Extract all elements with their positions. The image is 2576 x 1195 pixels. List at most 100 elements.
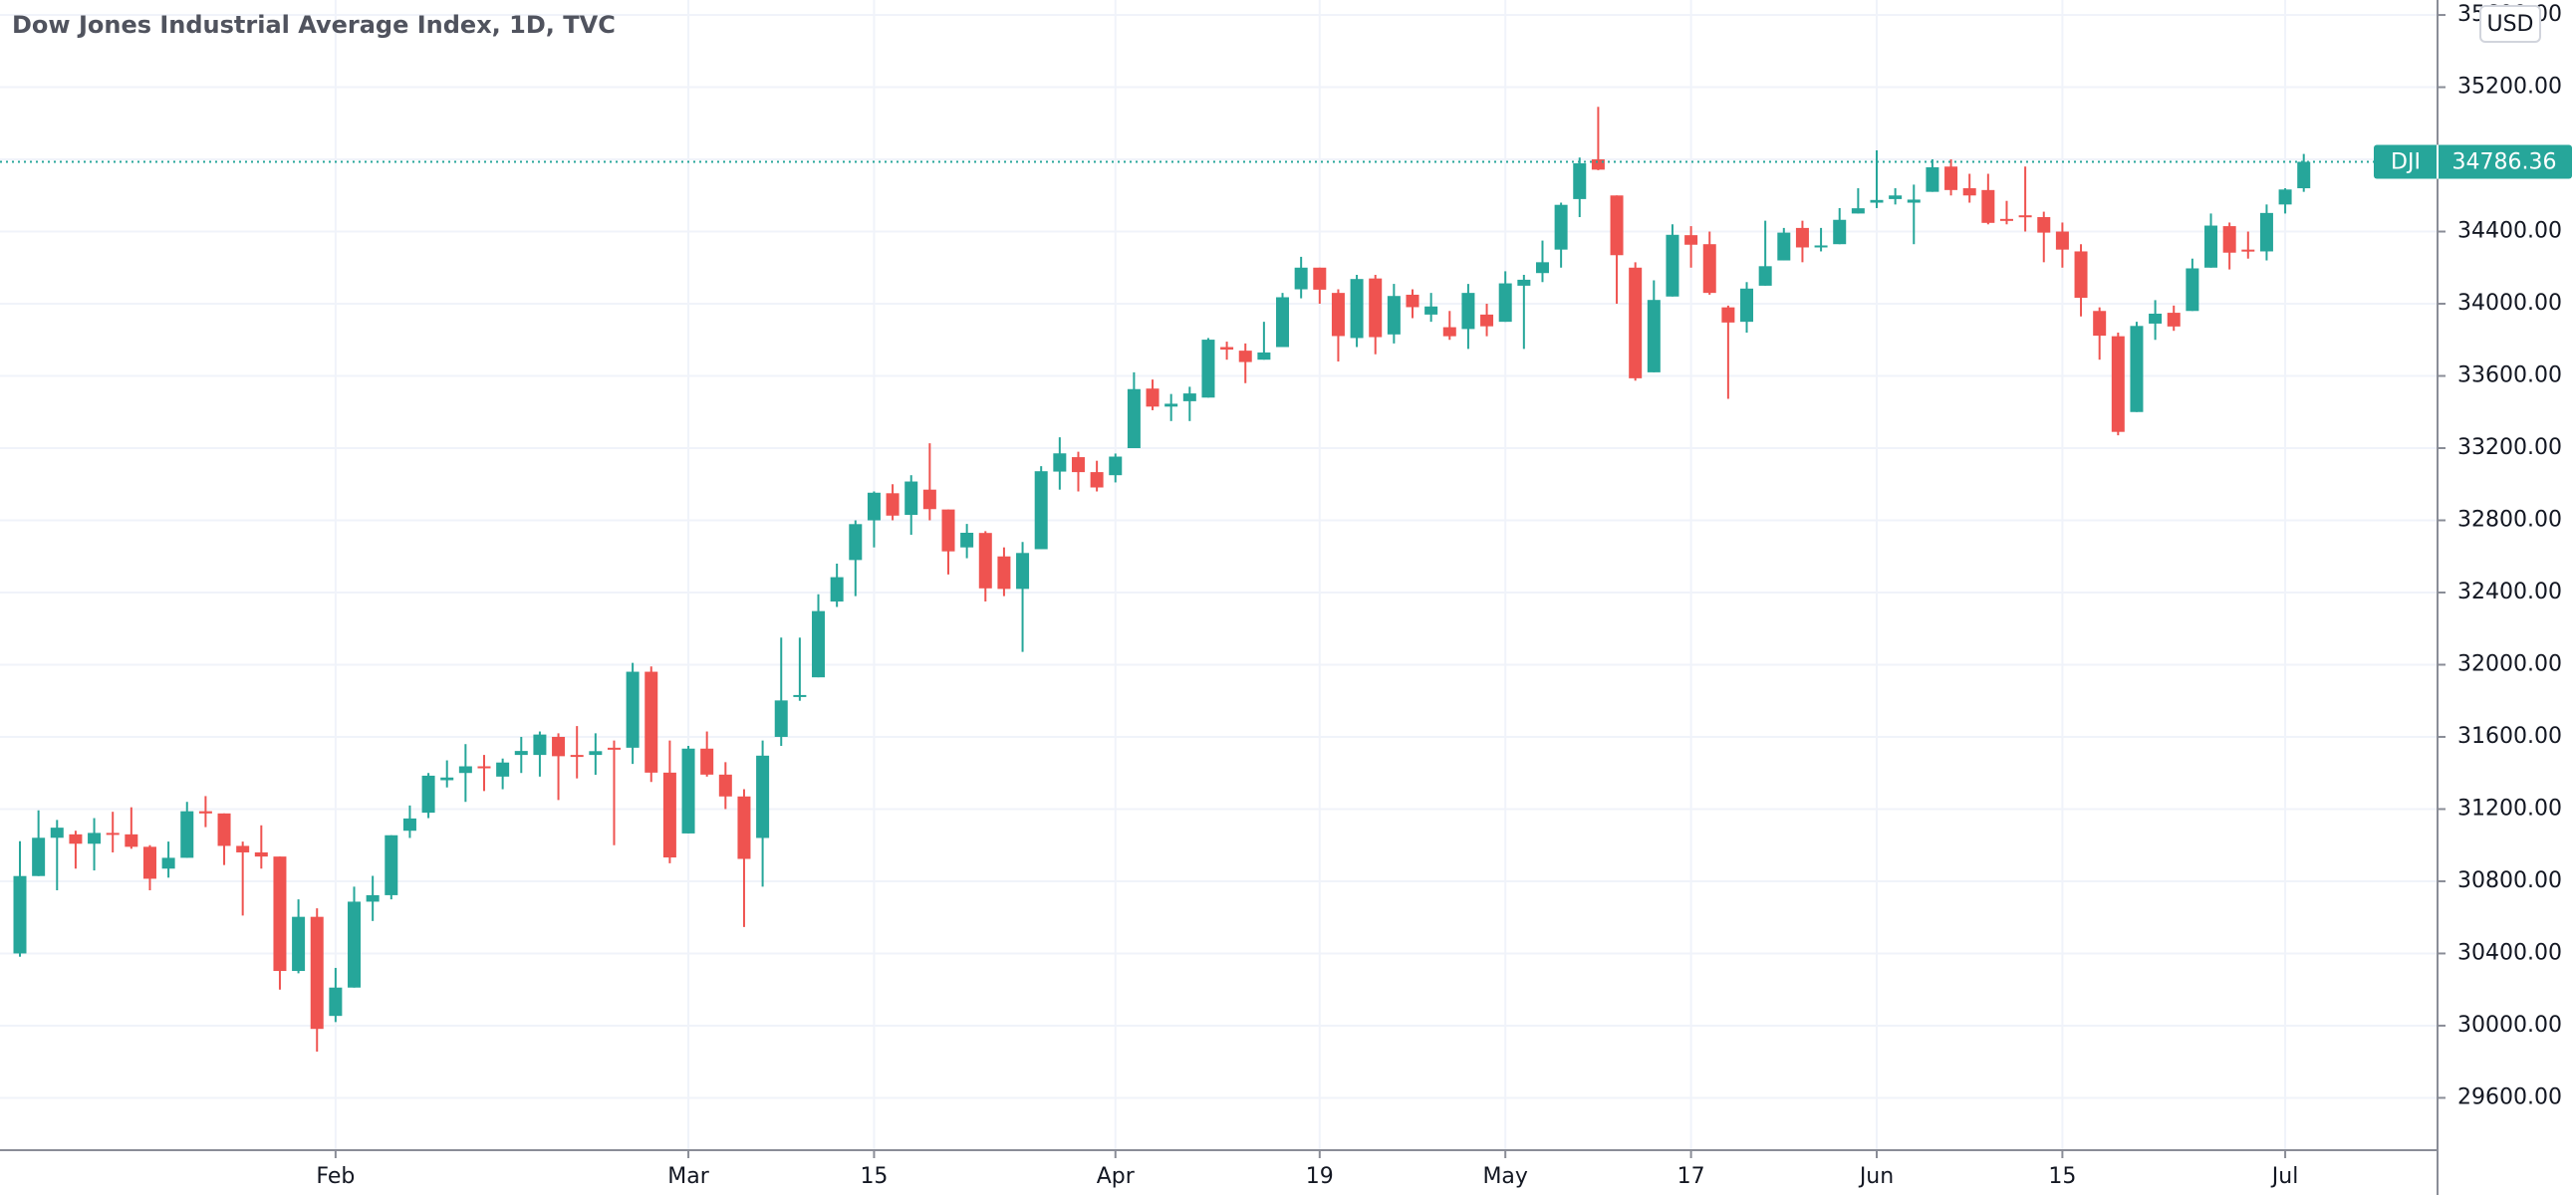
candle-body: [2130, 326, 2144, 412]
candle-body: [1851, 208, 1865, 214]
candle-body: [1109, 456, 1123, 476]
currency-label: USD: [2486, 12, 2533, 37]
candle-body: [421, 775, 435, 814]
candle-body: [1573, 163, 1587, 199]
candle-body: [867, 492, 881, 521]
y-tick-label: 32400.00: [2457, 580, 2562, 604]
candle-body: [1629, 267, 1643, 378]
candle-body: [2037, 217, 2051, 233]
candle-body: [1889, 195, 1903, 199]
candle-body: [1740, 288, 1754, 323]
y-tick-label: 29600.00: [2457, 1084, 2562, 1109]
y-tick-label: 33600.00: [2457, 363, 2562, 388]
candle-body: [793, 694, 807, 697]
y-tick-label: 31600.00: [2457, 724, 2562, 749]
candle-body: [1666, 234, 1679, 297]
candle-body: [1406, 294, 1419, 308]
candle-body: [756, 755, 770, 838]
y-tick-label: 30800.00: [2457, 868, 2562, 893]
candle-body: [681, 748, 695, 834]
candle-body: [774, 700, 788, 737]
candle-body: [607, 747, 621, 750]
candle-body: [1164, 403, 1178, 407]
candle-body: [1461, 293, 1475, 330]
x-tick-label: Mar: [667, 1164, 709, 1189]
candle-body: [1480, 314, 1494, 327]
candle-body: [496, 762, 510, 777]
candle-body: [1795, 227, 1809, 248]
candle-body: [662, 772, 676, 858]
currency-box[interactable]: [2479, 5, 2541, 43]
candle-body: [1090, 472, 1104, 488]
candle-body: [366, 894, 380, 902]
y-tick-label: 30400.00: [2457, 940, 2562, 965]
candle-body: [1870, 199, 1884, 203]
candle-body: [552, 736, 566, 757]
candle-body: [626, 671, 640, 748]
candle-body: [737, 796, 751, 859]
x-tick-label: 19: [1306, 1164, 1334, 1189]
last-price-value: 34786.36: [2452, 150, 2557, 175]
candle-body: [1127, 388, 1141, 449]
candle-body: [1702, 244, 1716, 294]
candle-body: [180, 811, 194, 858]
candle-body: [477, 766, 491, 769]
candle-body: [1387, 296, 1401, 335]
candle-body: [1294, 267, 1308, 290]
candle-body: [922, 489, 936, 510]
candle-body: [589, 751, 603, 756]
candle-body: [1313, 267, 1327, 290]
candle-body: [88, 833, 102, 844]
candle-body: [458, 766, 472, 774]
candle-body: [1554, 204, 1568, 250]
candle-body: [2241, 249, 2255, 252]
candle-body: [1981, 189, 1995, 223]
candle-body: [830, 577, 844, 602]
candle-body: [125, 834, 138, 847]
axes: 29600.00 30000.00 30400.00 30800.00 31200.00…: [316, 2, 2572, 1189]
candle-body: [1257, 352, 1271, 360]
candle-body: [533, 734, 547, 756]
candle-body: [1721, 307, 1735, 323]
candle-body: [329, 987, 343, 1017]
y-tick-label: 35200.00: [2457, 75, 2562, 100]
candle-body: [1647, 300, 1661, 372]
x-tick-label: Jun: [1858, 1164, 1894, 1189]
candle-body: [1276, 297, 1290, 348]
last-price-box: [2374, 144, 2572, 179]
candle-body: [440, 777, 454, 781]
y-tick-label: 33200.00: [2457, 435, 2562, 460]
candle-body: [1926, 167, 1939, 192]
candle-body: [1182, 393, 1196, 401]
y-tick-label: 32000.00: [2457, 651, 2562, 676]
candle-body: [142, 846, 156, 879]
x-tick-label: 15: [2048, 1164, 2076, 1189]
candle-body: [2111, 336, 2125, 432]
candle-body: [2278, 189, 2292, 205]
candle-body: [1944, 166, 1958, 190]
candle-body: [1071, 457, 1085, 473]
candle-body: [978, 533, 992, 589]
candle-body: [886, 493, 900, 516]
x-tick-label: May: [1482, 1164, 1527, 1189]
candle-body: [1220, 347, 1234, 351]
candle-body: [236, 845, 250, 852]
candle-body: [1331, 293, 1345, 337]
candle-body: [1758, 266, 1772, 286]
candle-body: [1535, 262, 1549, 274]
candle-body: [1517, 279, 1531, 286]
candle-body: [161, 857, 175, 869]
candle-body: [997, 556, 1011, 590]
candle-body: [2186, 268, 2199, 312]
x-tick-label: Jul: [2270, 1164, 2299, 1189]
candle-body: [1238, 351, 1252, 362]
candle-body: [2018, 215, 2032, 218]
candle-body: [718, 774, 732, 797]
candle-body: [402, 818, 416, 832]
candle-body: [348, 901, 362, 988]
candle-body: [1814, 245, 1828, 248]
candle-body: [1053, 453, 1067, 472]
candle-body: [941, 509, 955, 552]
